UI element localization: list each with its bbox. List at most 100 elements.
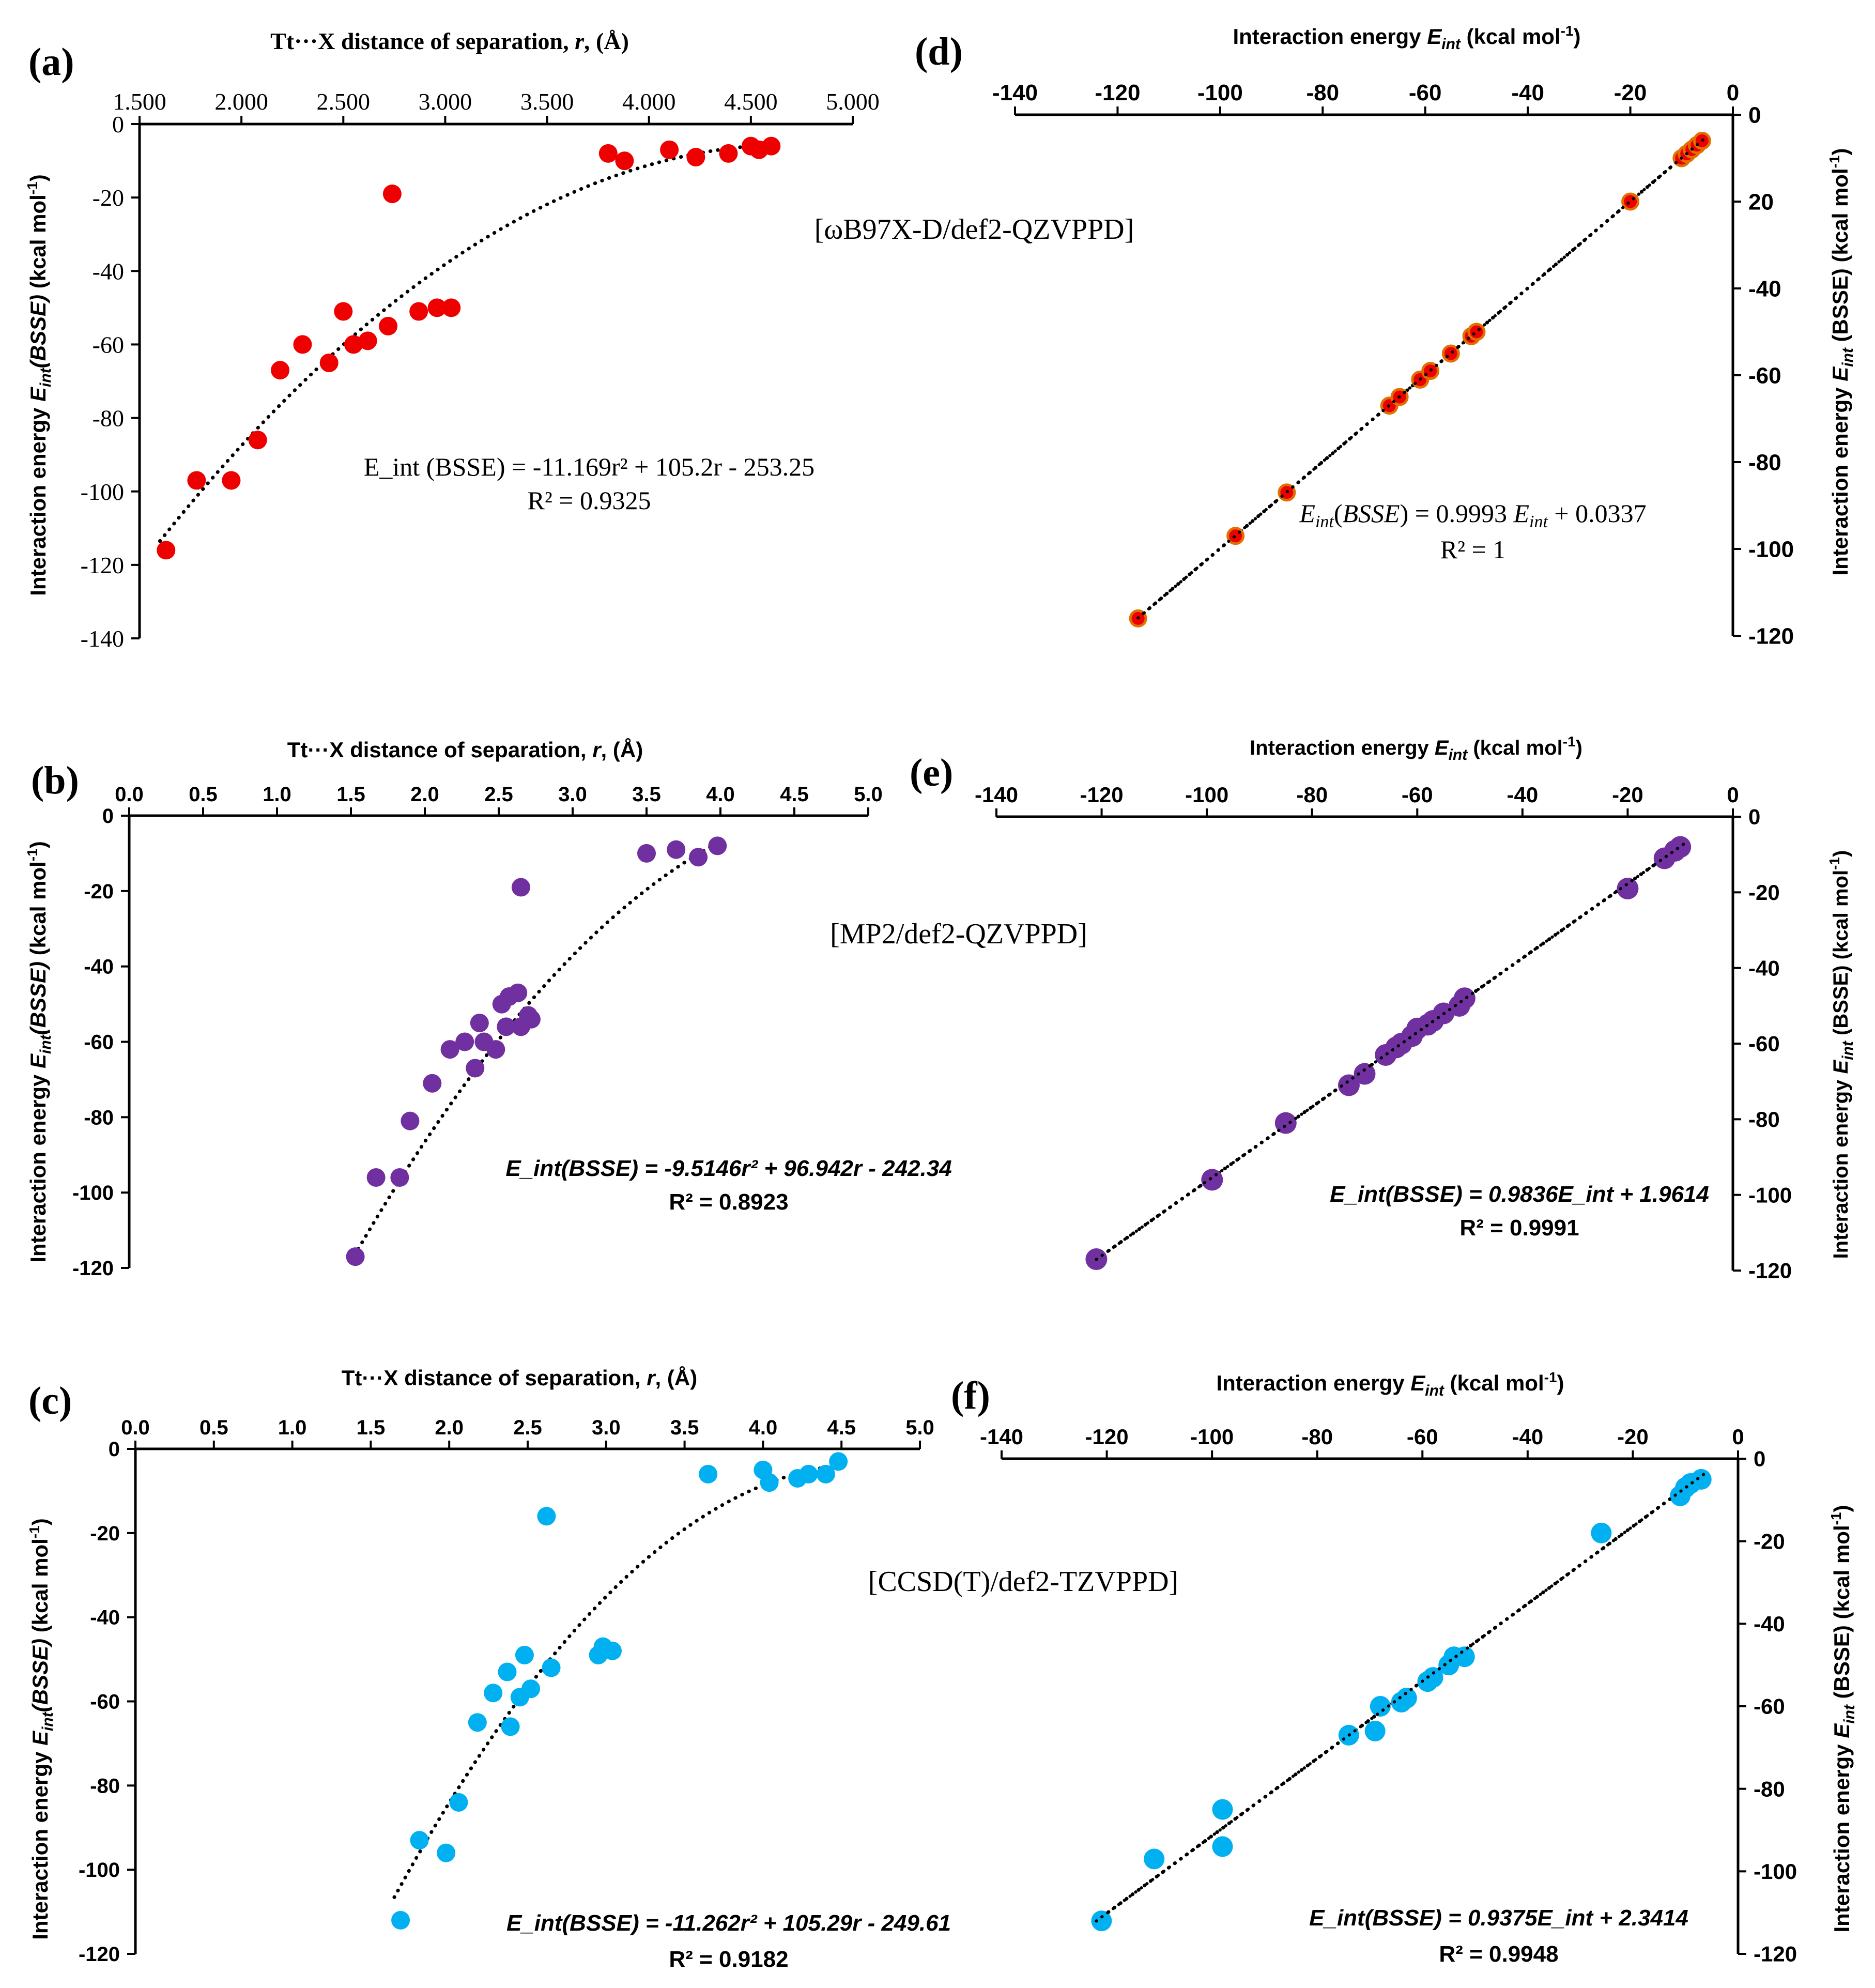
data-point [187, 471, 206, 490]
data-points-f [1091, 1469, 1712, 1932]
data-point [515, 1645, 534, 1664]
panel-label-c: (c) [28, 1379, 72, 1423]
panel-label-a: (a) [28, 40, 74, 84]
data-point [719, 144, 738, 163]
y-axis-title-d: Interaction energy Eint (BSSE) (kcal mol… [1826, 148, 1856, 575]
x-tick-label: -60 [1407, 1425, 1438, 1449]
method-label-c: [CCSD(T)/def2-TZVPPD] [868, 1566, 1178, 1598]
panel-label-e: (e) [910, 751, 953, 794]
x-tick-label: 1.5 [336, 783, 365, 806]
data-point [799, 1464, 818, 1484]
equation-b: E_int(BSSE) = -9.5146r² + 96.942r - 242.… [505, 1156, 951, 1181]
y-tick-label: -80 [1748, 450, 1781, 475]
data-point [1370, 1696, 1391, 1717]
data-point [511, 878, 530, 897]
x-tick-label: -80 [1296, 783, 1328, 807]
panel-label-f: (f) [951, 1374, 990, 1417]
data-point [382, 185, 402, 204]
x-tick-label: 5.0 [905, 1416, 934, 1439]
y-tick-label: -60 [93, 332, 124, 358]
x-tick-label: 3.5 [670, 1416, 699, 1439]
y-tick-label: -20 [1748, 880, 1780, 905]
data-point [699, 1464, 718, 1484]
y-tick-label: -20 [93, 185, 124, 211]
panel-c: (c) Tt···X distance of separation, r, (Å… [26, 1366, 951, 1972]
x-tick-label: 4.5 [827, 1416, 856, 1439]
x-axis-title-b: Tt···X distance of separation, r, (Å) [287, 738, 643, 762]
data-point [1690, 1469, 1712, 1490]
data-point [1274, 1112, 1297, 1134]
data-point [455, 1032, 474, 1051]
y-tick-label: -80 [90, 1775, 120, 1797]
x-axis-title-a: Tt···X distance of separation, r, (Å) [270, 28, 629, 54]
data-point [660, 140, 679, 159]
x-tick-label: -100 [1190, 1425, 1234, 1449]
x-tick-label: -140 [992, 80, 1038, 105]
x-tick-label: -120 [1085, 1425, 1129, 1449]
r2-b: R² = 0.8923 [669, 1189, 788, 1215]
y-tick-label: -20 [84, 880, 114, 903]
x-tick-label: 1.0 [263, 783, 291, 806]
data-point [1201, 1169, 1223, 1191]
y-tick-label: -60 [1754, 1694, 1785, 1719]
y-tick-label: -100 [1748, 537, 1794, 562]
x-tick-label: -120 [1095, 80, 1140, 105]
data-point [1212, 1836, 1233, 1857]
y-tick-label: -120 [1748, 623, 1794, 649]
data-point [1621, 192, 1640, 211]
x-tick-label: 3.500 [520, 88, 574, 115]
x-tick-label: 3.0 [592, 1416, 621, 1439]
y-tick-label: -40 [1748, 956, 1780, 980]
data-points-b [346, 836, 727, 1266]
axes-b: 0.0 0.5 1.0 1.5 2.0 2.5 3.0 3.5 4.0 4.5 5.0 0 -20 -40… [72, 783, 883, 1280]
y-tick-label: -100 [81, 479, 124, 505]
data-point [760, 1473, 779, 1492]
y-tick-label: -80 [1754, 1777, 1785, 1801]
y-tick-label: -140 [81, 625, 124, 652]
y-tick-label: -40 [1754, 1612, 1785, 1636]
y-tick-label: -60 [84, 1031, 114, 1054]
y-tick-label: -20 [90, 1522, 120, 1545]
r2-f: R² = 0.9948 [1439, 1941, 1558, 1967]
r2-d: R² = 1 [1440, 535, 1506, 564]
data-point [410, 1831, 429, 1850]
y-tick-label: 0 [1748, 805, 1760, 829]
data-point [1454, 1646, 1475, 1668]
data-points-d [1129, 131, 1711, 628]
data-point [466, 1059, 485, 1078]
data-point [442, 298, 461, 317]
equation-a: E_int (BSSE) = -11.169r² + 105.2r - 253.… [364, 452, 814, 481]
data-point [816, 1464, 835, 1484]
x-tick-label: 4.0 [706, 783, 735, 806]
y-tick-label: 20 [1748, 189, 1774, 215]
y-tick-label: -20 [1754, 1529, 1785, 1553]
x-tick-label: 1.0 [278, 1416, 307, 1439]
data-point [762, 136, 781, 156]
data-point [708, 836, 727, 855]
y-tick-label: -120 [1754, 1942, 1797, 1966]
data-point [346, 1247, 365, 1266]
y-tick-label: -80 [84, 1106, 114, 1129]
data-point [603, 1641, 622, 1660]
equation-c: E_int(BSSE) = -11.262r² + 105.29r - 249.… [506, 1910, 951, 1936]
x-tick-label: 2.5 [484, 783, 513, 806]
y-tick-label: -60 [1748, 1032, 1780, 1056]
data-points-a [157, 136, 781, 560]
data-point [449, 1793, 468, 1812]
x-axis-title-f: Interaction energy Eint (kcal mol-1) [1216, 1369, 1564, 1399]
data-point [829, 1452, 848, 1471]
panel-label-b: (b) [31, 759, 79, 802]
trendline-overlay [1136, 134, 1709, 620]
data-point [1091, 1910, 1112, 1932]
y-tick-label: -120 [72, 1257, 114, 1280]
x-tick-label: 0 [1727, 80, 1739, 105]
y-tick-label: -80 [93, 405, 124, 432]
y-tick-label: -80 [1748, 1107, 1780, 1131]
x-tick-label: -20 [1612, 783, 1643, 807]
axes-c: 0.0 0.5 1.0 1.5 2.0 2.5 3.0 3.5 4.0 4.5 5.0 0 -20 -40… [79, 1416, 934, 1966]
data-point [637, 844, 656, 863]
data-point [379, 316, 398, 335]
data-point [401, 1111, 420, 1130]
